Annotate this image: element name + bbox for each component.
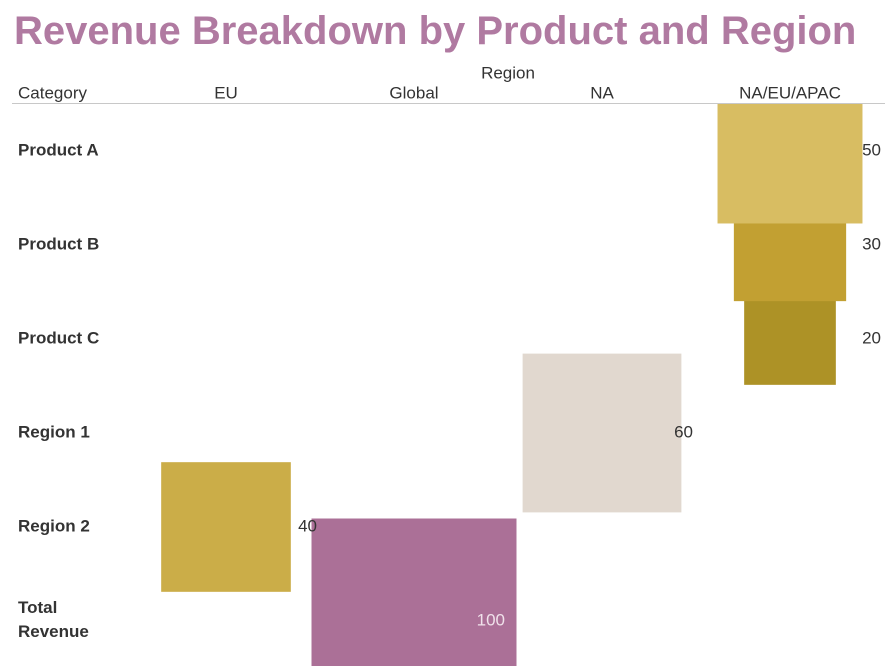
row-label: Product B <box>18 234 99 253</box>
value-label: 20 <box>862 328 881 347</box>
value-label: 100 <box>477 610 505 629</box>
square <box>522 353 682 513</box>
value-label: 60 <box>674 422 693 441</box>
column-label: NA/EU/APAC <box>739 83 841 102</box>
column-label: NA <box>590 83 614 102</box>
square <box>717 104 863 224</box>
column-label: Global <box>389 83 438 102</box>
square <box>744 293 836 385</box>
chart-title: Revenue Breakdown by Product and Region <box>14 9 856 53</box>
row-label: Product C <box>18 328 99 347</box>
square <box>311 518 517 666</box>
row-label: Region 1 <box>18 422 90 441</box>
square <box>161 462 291 592</box>
row-label: Product A <box>18 140 99 159</box>
column-header: Region <box>481 63 535 82</box>
row-label: Total Revenue <box>18 598 89 641</box>
column-label: EU <box>214 83 238 102</box>
value-label: 30 <box>862 234 881 253</box>
row-header: Category <box>18 83 87 102</box>
value-label: 40 <box>298 516 317 535</box>
value-label: 50 <box>862 140 881 159</box>
row-label: Region 2 <box>18 516 90 535</box>
plot-area <box>161 104 863 666</box>
